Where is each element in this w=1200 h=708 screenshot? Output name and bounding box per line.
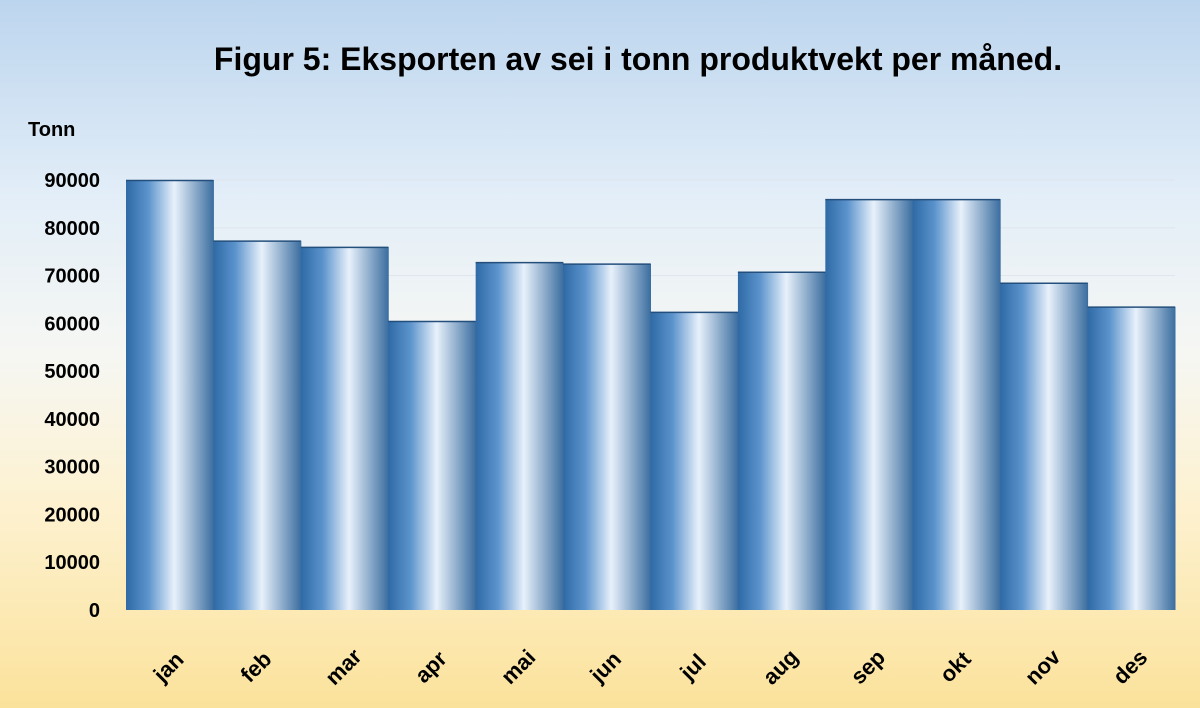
bar-mar xyxy=(300,246,389,610)
y-axis-ticks: 0 10000 20000 30000 40000 50000 60000 70000 8000… xyxy=(44,170,100,622)
x-category-label: jun xyxy=(584,646,626,688)
bar-nov xyxy=(1000,282,1089,610)
bar-jan xyxy=(126,180,214,610)
bar-sep xyxy=(825,199,914,610)
bar-apr xyxy=(388,320,477,610)
y-tick-label: 90000 xyxy=(44,170,100,192)
x-category-label: jan xyxy=(148,647,189,688)
bars xyxy=(126,179,1176,610)
x-category-label: nov xyxy=(1020,644,1066,690)
chart-title: Figur 5: Eksporten av sei i tonn produkt… xyxy=(214,41,1062,77)
bar-jul xyxy=(650,311,739,610)
y-tick-label: 30000 xyxy=(44,457,100,479)
x-axis-categories: jan feb mar apr mai jun jul aug sep okt nov des xyxy=(148,643,1153,690)
x-category-label: mar xyxy=(320,643,367,690)
y-tick-label: 20000 xyxy=(44,504,100,526)
x-category-label: aug xyxy=(758,644,803,689)
y-tick-label: 40000 xyxy=(44,409,100,431)
y-tick-label: 60000 xyxy=(44,313,100,335)
bar-jun xyxy=(563,263,651,610)
x-category-label: sep xyxy=(846,645,890,689)
y-tick-label: 10000 xyxy=(44,552,100,574)
bar-okt xyxy=(912,199,1001,610)
y-tick-label: 70000 xyxy=(44,266,100,288)
x-category-label: des xyxy=(1108,645,1152,689)
y-tick-label: 50000 xyxy=(44,361,100,383)
bar-des xyxy=(1087,306,1176,610)
bar-aug xyxy=(737,271,826,610)
y-axis-unit-label: Tonn xyxy=(28,119,75,141)
x-category-label: apr xyxy=(410,646,452,688)
bar-feb xyxy=(213,240,302,610)
x-category-label: mai xyxy=(496,645,540,689)
x-category-label: jul xyxy=(674,649,711,686)
y-tick-label: 0 xyxy=(89,600,100,622)
y-tick-label: 80000 xyxy=(44,218,100,240)
x-category-label: okt xyxy=(935,646,976,687)
bar-mai xyxy=(475,262,564,610)
x-category-label: feb xyxy=(235,646,276,687)
